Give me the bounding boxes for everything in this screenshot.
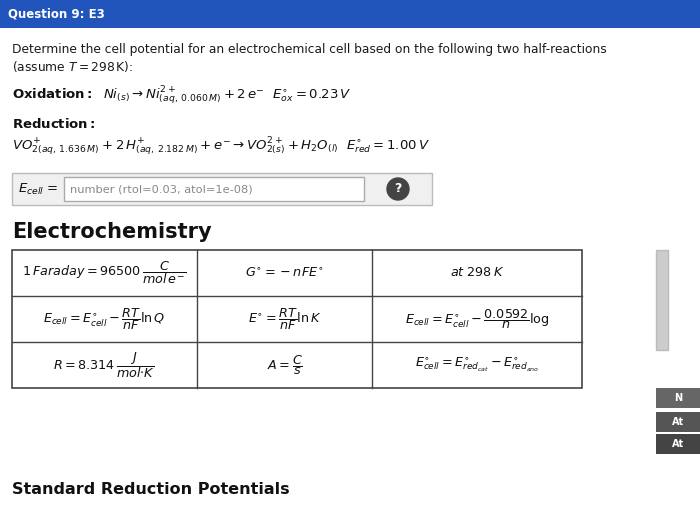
Text: $R = 8.314\,\dfrac{J}{mol{\cdot}K}$: $R = 8.314\,\dfrac{J}{mol{\cdot}K}$ <box>53 350 155 380</box>
Text: $E^{\circ} = \dfrac{RT}{nF}\ln K$: $E^{\circ} = \dfrac{RT}{nF}\ln K$ <box>248 306 321 332</box>
FancyBboxPatch shape <box>656 388 700 408</box>
Text: At: At <box>672 439 684 449</box>
FancyBboxPatch shape <box>656 434 700 454</box>
Text: $E_{cell}$ =: $E_{cell}$ = <box>18 182 59 197</box>
Text: ?: ? <box>394 183 402 196</box>
Text: At: At <box>672 417 684 427</box>
Text: $at\ 298\,K$: $at\ 298\,K$ <box>450 266 504 280</box>
Text: $A = \dfrac{C}{s}$: $A = \dfrac{C}{s}$ <box>267 353 302 377</box>
Text: (assume $T = 298\,\mathrm{K}$):: (assume $T = 298\,\mathrm{K}$): <box>12 59 133 74</box>
FancyBboxPatch shape <box>64 177 364 201</box>
Text: Standard Reduction Potentials: Standard Reduction Potentials <box>12 483 290 498</box>
FancyBboxPatch shape <box>12 173 432 205</box>
FancyBboxPatch shape <box>656 250 668 350</box>
Circle shape <box>387 178 409 200</box>
FancyBboxPatch shape <box>656 412 700 432</box>
Text: $\mathbf{Oxidation{:}}$  $Ni_{(s)} \rightarrow Ni^{2+}_{(aq,\,0.060\,M)} + 2\,e^: $\mathbf{Oxidation{:}}$ $Ni_{(s)} \right… <box>12 85 351 107</box>
Text: $E_{cell} = E^{\circ}_{cell} - \dfrac{0.0592}{n}\log$: $E_{cell} = E^{\circ}_{cell} - \dfrac{0.… <box>405 307 550 331</box>
Text: Electrochemistry: Electrochemistry <box>12 222 211 242</box>
Text: $E^{\circ}_{cell} = E^{\circ}_{red_{cat}} - E^{\circ}_{red_{ano}}$: $E^{\circ}_{cell} = E^{\circ}_{red_{cat}… <box>415 356 539 374</box>
Text: N: N <box>674 393 682 403</box>
FancyBboxPatch shape <box>0 0 700 28</box>
Text: Determine the cell potential for an electrochemical cell based on the following : Determine the cell potential for an elec… <box>12 44 607 57</box>
Text: $1\,Faraday = 96500\,\dfrac{C}{mol\,e^{-}}$: $1\,Faraday = 96500\,\dfrac{C}{mol\,e^{-… <box>22 260 187 286</box>
FancyBboxPatch shape <box>0 28 700 519</box>
Text: $\mathbf{Reduction{:}}$: $\mathbf{Reduction{:}}$ <box>12 117 96 131</box>
Text: number (rtol=0.03, atol=1e-08): number (rtol=0.03, atol=1e-08) <box>70 184 253 194</box>
Text: $VO^{+}_{2(aq,\,1.636\,M)} + 2\,H^{+}_{(aq,\,2.182\,M)} + e^{-} \rightarrow VO^{: $VO^{+}_{2(aq,\,1.636\,M)} + 2\,H^{+}_{(… <box>12 136 430 158</box>
Text: $E_{cell} = E^{\circ}_{cell} - \dfrac{RT}{nF}\ln Q$: $E_{cell} = E^{\circ}_{cell} - \dfrac{RT… <box>43 306 166 332</box>
Text: Question 9: E3: Question 9: E3 <box>8 7 105 20</box>
Text: $G^{\circ} = -nFE^{\circ}$: $G^{\circ} = -nFE^{\circ}$ <box>245 266 324 280</box>
FancyBboxPatch shape <box>12 250 582 388</box>
